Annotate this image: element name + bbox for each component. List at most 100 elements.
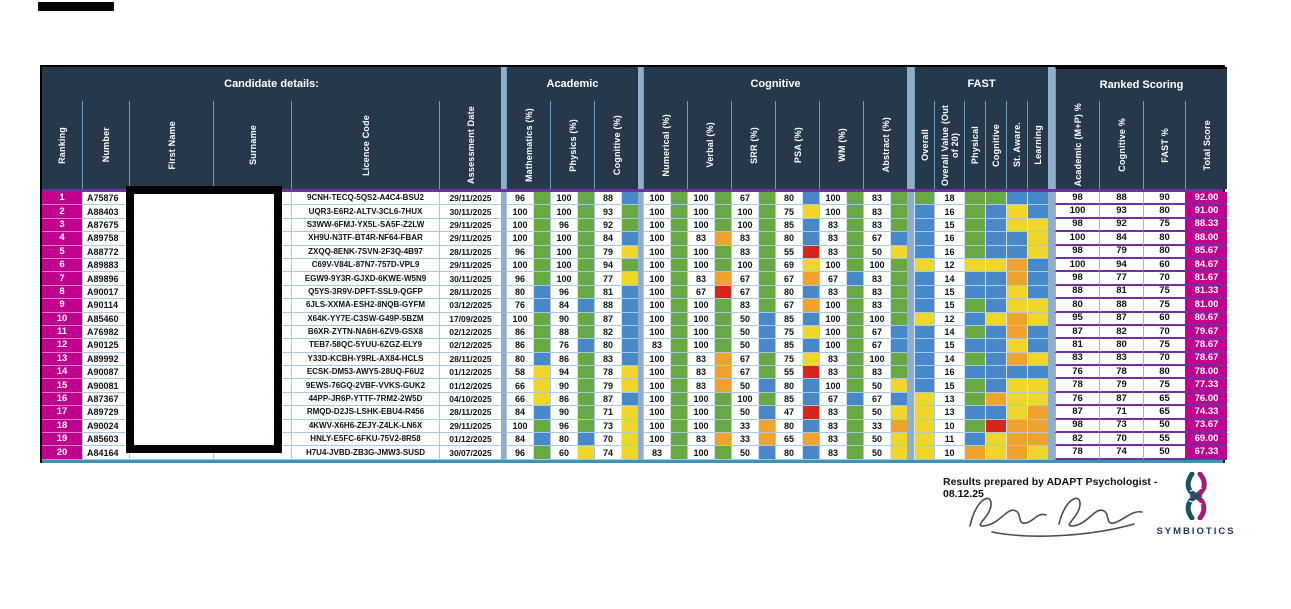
cell-fast-overall-value: 13 [934,392,964,407]
cell-ranked-academic: 88 [1055,285,1099,300]
cell-assessment-date: 04/10/2025 [439,392,501,407]
col-header-fast-physical: Physical [964,101,985,189]
cell-score-verbal: 100 [687,325,714,340]
cell-score-mathematics: 58 [506,366,533,380]
col-header-mathematics: Mathematics (%) [506,101,550,189]
cell-score-mathematics: 100 [506,232,533,246]
symbiotics-logo: SYMBIOTICS [1150,471,1242,537]
cell-score-abstract: 67 [863,392,890,407]
swatch-fast-learning [1027,312,1048,326]
cell-assessment-date: 29/11/2025 [439,192,501,206]
swatch-fast-st-aware [1006,232,1027,246]
swatch-srr [758,339,775,353]
prepared-by-note: Results prepared by ADAPT Psychologist -… [943,476,1158,500]
swatch-fast-learning [1027,245,1048,259]
cell-fast-overall-value: 15 [934,285,964,300]
cell-score-verbal: 100 [687,392,714,407]
cell-ranking: 5 [42,245,82,259]
swatch-verbal [714,325,731,340]
separator-bar [1048,232,1055,246]
swatch-fast-learning [1027,406,1048,420]
swatch-fast-overall [914,312,934,326]
cell-ranking: 14 [42,366,82,380]
cell-score-numerical: 100 [643,379,670,393]
cell-licence-code: Y33D-KCBH-Y9RL-AX84-HCLS [291,352,439,367]
swatch-abstract [890,366,907,380]
swatch-fast-physical [964,406,985,420]
separator-bar [638,67,643,101]
swatch-fast-overall [914,379,934,393]
cell-assessment-date: 30/11/2025 [439,272,501,286]
cell-ranking: 13 [42,352,82,367]
swatch-fast-cognitive [985,232,1006,246]
swatch-srr [758,285,775,300]
separator-bar [907,352,914,367]
cell-fast-overall-value: 15 [934,379,964,393]
swatch-physics [577,406,594,420]
swatch-fast-st-aware [1006,272,1027,286]
cell-assessment-date: 28/11/2025 [439,352,501,367]
cell-number: A85603 [82,433,129,447]
cell-number: A87367 [82,392,129,407]
cell-score-mathematics: 96 [506,446,533,460]
swatch-psa [802,232,819,246]
separator-bar [1048,192,1055,206]
swatch-fast-overall [914,218,934,233]
cell-score-mathematics: 84 [506,433,533,447]
cell-ranked-cognitive: 77 [1099,272,1143,286]
cell-licence-code: S3WW-6FMJ-YX5L-SA5F-Z2LW [291,218,439,233]
cell-ranked-fast: 70 [1143,272,1185,286]
cell-ranked-fast: 75 [1143,339,1185,353]
swatch-abstract [890,339,907,353]
cell-score-cognitive: 78 [594,366,621,380]
swatch-numerical [670,352,687,367]
swatch-fast-st-aware [1006,433,1027,447]
swatch-mathematics [533,218,550,233]
cell-score-wm: 83 [819,419,846,434]
cell-assessment-date: 29/11/2025 [439,419,501,434]
swatch-fast-cognitive [985,272,1006,286]
cell-licence-code: EGW9-9Y3R-GJXD-6KWE-W5N9 [291,272,439,286]
swatch-cognitive [621,192,638,206]
cell-assessment-date: 28/11/2025 [439,285,501,300]
cell-fast-overall-value: 11 [934,433,964,447]
cell-ranked-academic: 76 [1055,392,1099,407]
swatch-mathematics [533,446,550,460]
swatch-psa [802,285,819,300]
swatch-fast-physical [964,205,985,219]
cell-score-verbal: 67 [687,285,714,300]
swatch-physics [577,392,594,407]
swatch-physics [577,325,594,340]
swatch-srr [758,446,775,460]
cell-total-score: 78.67 [1185,339,1227,353]
cell-assessment-date: 29/11/2025 [439,218,501,233]
cell-ranking: 6 [42,258,82,273]
cell-ranked-academic: 80 [1055,299,1099,313]
swatch-fast-st-aware [1006,352,1027,367]
cell-ranking: 19 [42,433,82,447]
swatch-wm [846,272,863,286]
cell-fast-overall-value: 16 [934,232,964,246]
swatch-psa [802,352,819,367]
separator-bar [638,406,643,420]
swatch-fast-st-aware [1006,392,1027,407]
swatch-abstract [890,299,907,313]
col-header-number: Number [82,101,129,189]
swatch-mathematics [533,232,550,246]
cell-score-mathematics: 100 [506,258,533,273]
cell-score-mathematics: 84 [506,406,533,420]
cell-score-numerical: 100 [643,325,670,340]
swatch-fast-learning [1027,218,1048,233]
swatch-fast-learning [1027,366,1048,380]
separator-bar [638,218,643,233]
separator-bar [1048,339,1055,353]
cell-ranked-cognitive: 81 [1099,285,1143,300]
swatch-srr [758,205,775,219]
cell-ranked-fast: 75 [1143,379,1185,393]
swatch-psa [802,366,819,380]
cell-score-verbal: 83 [687,379,714,393]
separator-bar [1048,433,1055,447]
cell-fast-overall-value: 18 [934,192,964,206]
swatch-fast-overall [914,366,934,380]
